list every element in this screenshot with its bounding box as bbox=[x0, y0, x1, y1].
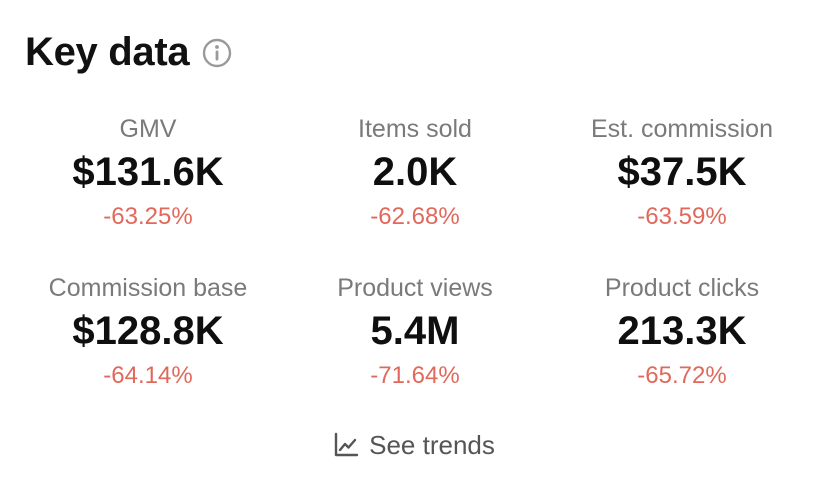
metric-gmv: GMV $131.6K -63.25% bbox=[10, 114, 286, 232]
metric-change: -63.25% bbox=[103, 203, 193, 230]
metric-change: -71.64% bbox=[370, 362, 460, 389]
metric-label: Commission base bbox=[48, 274, 248, 302]
metric-change: -62.68% bbox=[370, 203, 460, 230]
metric-change: -64.14% bbox=[103, 362, 193, 389]
line-chart-icon bbox=[333, 432, 359, 458]
metric-change: -65.72% bbox=[637, 362, 727, 389]
metric-est-commission: Est. commission $37.5K -63.59% bbox=[544, 114, 820, 232]
metric-value: $131.6K bbox=[72, 150, 224, 194]
info-icon[interactable] bbox=[201, 37, 233, 69]
metric-items-sold: Items sold 2.0K -62.68% bbox=[277, 114, 553, 232]
key-data-header: Key data bbox=[25, 26, 233, 78]
metric-value: 2.0K bbox=[372, 150, 458, 194]
metric-product-views: Product views 5.4M -71.64% bbox=[277, 273, 553, 391]
see-trends-button[interactable]: See trends bbox=[0, 428, 828, 462]
metric-label: Est. commission bbox=[591, 115, 773, 143]
metric-label: Product views bbox=[337, 274, 493, 302]
metric-label: Product clicks bbox=[604, 274, 760, 302]
metric-commission-base: Commission base $128.8K -64.14% bbox=[10, 273, 286, 391]
metric-value: $128.8K bbox=[72, 309, 224, 353]
metric-value: $37.5K bbox=[617, 150, 747, 194]
see-trends-label: See trends bbox=[369, 430, 495, 460]
metric-value: 213.3K bbox=[617, 309, 747, 353]
metric-label: Items sold bbox=[358, 115, 472, 143]
page-title: Key data bbox=[25, 30, 190, 74]
metric-product-clicks: Product clicks 213.3K -65.72% bbox=[544, 273, 820, 391]
metric-change: -63.59% bbox=[637, 203, 727, 230]
metric-label: GMV bbox=[119, 115, 177, 143]
metric-value: 5.4M bbox=[370, 309, 460, 353]
